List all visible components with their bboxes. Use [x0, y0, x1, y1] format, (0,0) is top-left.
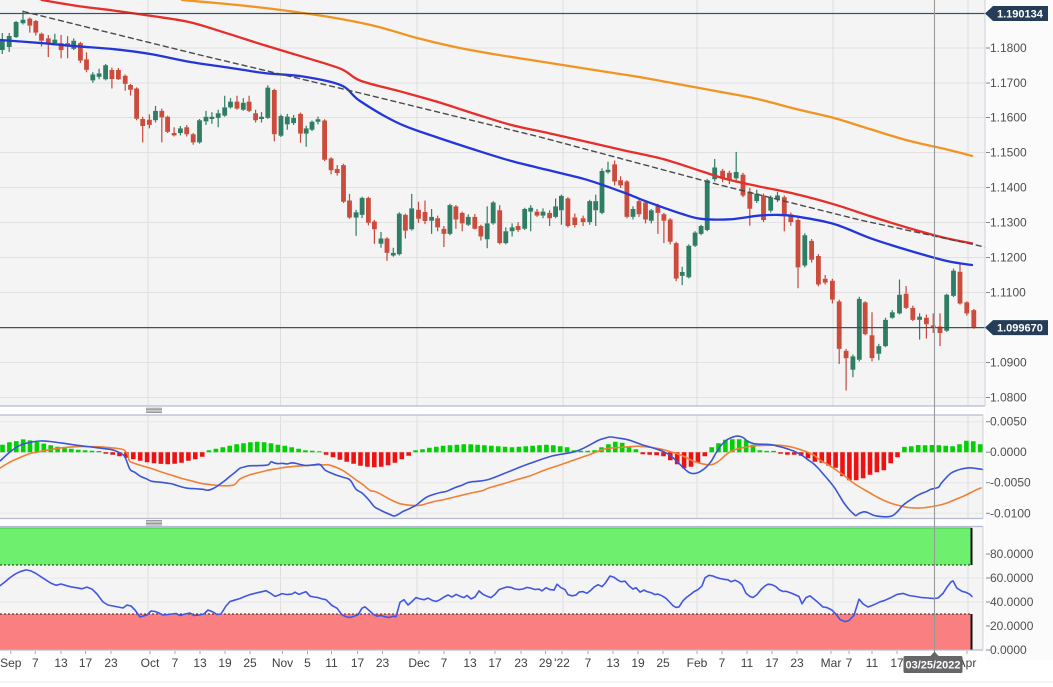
svg-text:13: 13 — [463, 656, 477, 670]
svg-text:0.0050: 0.0050 — [990, 415, 1027, 429]
svg-text:11: 11 — [741, 656, 754, 670]
svg-text:1.1800: 1.1800 — [990, 41, 1027, 55]
svg-text:1.099670: 1.099670 — [997, 323, 1043, 335]
svg-text:23: 23 — [376, 656, 390, 670]
svg-text:40.0000: 40.0000 — [990, 595, 1034, 609]
svg-text:19: 19 — [218, 656, 232, 670]
svg-text:23: 23 — [790, 656, 804, 670]
svg-text:0.0000: 0.0000 — [990, 445, 1027, 459]
svg-text:Dec: Dec — [408, 656, 429, 670]
svg-text:19: 19 — [631, 656, 645, 670]
svg-text:60.0000: 60.0000 — [990, 571, 1034, 585]
svg-text:80.0000: 80.0000 — [990, 547, 1034, 561]
svg-text:23: 23 — [104, 656, 118, 670]
svg-text:-0.0100: -0.0100 — [990, 506, 1031, 520]
svg-text:1.1400: 1.1400 — [990, 181, 1027, 195]
svg-text:1.1500: 1.1500 — [990, 146, 1027, 160]
svg-text:Sep: Sep — [0, 656, 22, 670]
svg-text:13: 13 — [54, 656, 68, 670]
svg-text:Nov: Nov — [272, 656, 293, 670]
svg-text:7: 7 — [719, 656, 726, 670]
svg-text:7: 7 — [585, 656, 592, 670]
svg-text:23: 23 — [514, 656, 528, 670]
svg-text:29: 29 — [539, 656, 553, 670]
svg-text:5: 5 — [304, 656, 311, 670]
svg-text:7: 7 — [172, 656, 179, 670]
svg-text:11: 11 — [866, 656, 879, 670]
svg-text:7: 7 — [441, 656, 448, 670]
svg-text:Mar: Mar — [821, 656, 842, 670]
svg-text:1.190134: 1.190134 — [997, 9, 1044, 21]
svg-text:17: 17 — [351, 656, 365, 670]
svg-text:17: 17 — [488, 656, 502, 670]
svg-text:Oct: Oct — [141, 656, 160, 670]
svg-text:13: 13 — [606, 656, 620, 670]
svg-text:7: 7 — [32, 656, 39, 670]
svg-text:1.1600: 1.1600 — [990, 111, 1027, 125]
svg-text:Feb: Feb — [687, 656, 708, 670]
svg-text:0.0000: 0.0000 — [990, 643, 1027, 657]
svg-text:-0.0050: -0.0050 — [990, 476, 1031, 490]
svg-text:11: 11 — [325, 656, 338, 670]
svg-text:25: 25 — [656, 656, 670, 670]
svg-text:1.1200: 1.1200 — [990, 251, 1027, 265]
svg-text:1.0800: 1.0800 — [990, 391, 1027, 405]
svg-text:17: 17 — [890, 656, 904, 670]
svg-text:03/25/2022: 03/25/2022 — [905, 660, 960, 672]
svg-text:1.1300: 1.1300 — [990, 216, 1027, 230]
svg-text:17: 17 — [765, 656, 779, 670]
svg-text:17: 17 — [79, 656, 93, 670]
svg-text:13: 13 — [193, 656, 207, 670]
svg-text:25: 25 — [243, 656, 257, 670]
svg-text:1.1100: 1.1100 — [990, 286, 1026, 300]
svg-text:1.1700: 1.1700 — [990, 76, 1027, 90]
svg-text:7: 7 — [846, 656, 853, 670]
svg-text:20.0000: 20.0000 — [990, 619, 1034, 633]
svg-text:1.0900: 1.0900 — [990, 356, 1027, 370]
svg-text:'22: '22 — [554, 656, 570, 670]
